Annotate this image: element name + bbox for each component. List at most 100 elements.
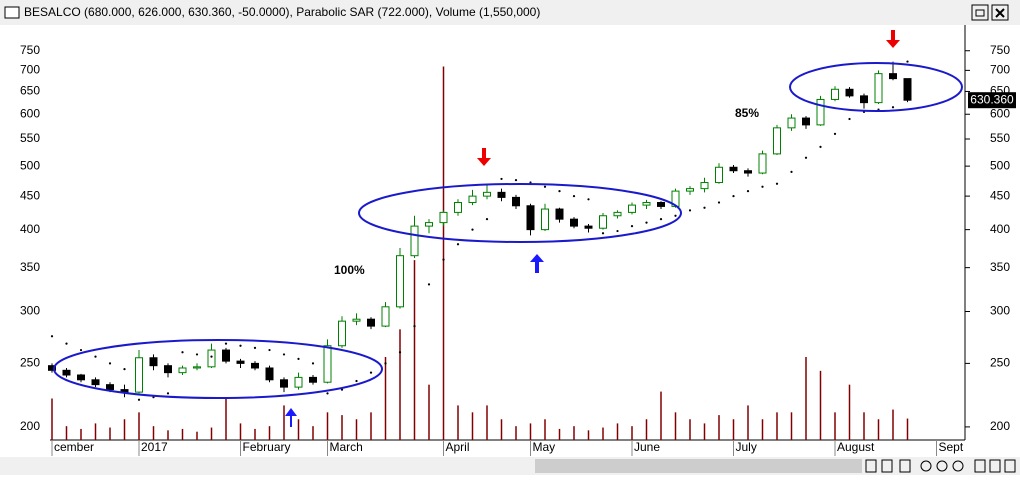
candle-body <box>77 374 85 381</box>
candle-body <box>584 225 593 229</box>
candle-body <box>367 318 375 327</box>
sar-dot <box>732 195 735 198</box>
candle-body <box>91 379 100 386</box>
candle-body <box>164 365 172 374</box>
sar-dot <box>195 353 199 356</box>
sar-dot <box>311 362 315 365</box>
y-tick-label: 350 <box>990 260 1010 274</box>
tool-button[interactable] <box>920 460 932 472</box>
sar-dot <box>906 60 909 63</box>
tool-button[interactable] <box>1004 459 1016 473</box>
sar-dot <box>268 348 271 352</box>
marks: 200 200 250 250 300 300 350 350 400 400 450 450 500 5… <box>20 43 1016 456</box>
last-price-box <box>968 92 1016 109</box>
close-icon <box>995 8 1005 18</box>
y-tick-label: 200 <box>990 419 1010 433</box>
candle-body <box>396 255 404 308</box>
highlight-ellipse <box>358 183 682 243</box>
sar-dot <box>558 190 561 193</box>
candle-body <box>758 153 767 174</box>
y-tick-label: 300 <box>20 304 40 318</box>
candle-body <box>773 127 781 155</box>
annotation: 85% <box>735 106 759 120</box>
sar-dot <box>50 335 54 338</box>
sar-dot <box>790 170 793 173</box>
sar-dot <box>239 344 242 347</box>
candle-body <box>802 117 810 126</box>
tool-button[interactable] <box>936 460 948 472</box>
candle-body <box>193 366 201 369</box>
candle-body <box>48 365 56 371</box>
candle-body <box>62 369 71 376</box>
tool-button[interactable] <box>881 459 893 473</box>
candle-body <box>425 222 433 227</box>
candle-body <box>613 211 622 217</box>
y-tick-label: 400 <box>990 222 1010 236</box>
y-tick-label: 250 <box>990 356 1010 370</box>
tool-button[interactable] <box>974 459 986 473</box>
up-arrow <box>285 408 297 427</box>
sar-dot <box>688 209 692 212</box>
sar-dot <box>761 185 764 188</box>
x-tick-label: Sept <box>939 440 964 454</box>
candle-body <box>410 225 419 257</box>
candle-body <box>657 202 665 207</box>
sar-dot <box>659 218 663 221</box>
sar-dot <box>181 351 184 354</box>
candle-body <box>338 320 346 347</box>
sar-dot <box>804 156 808 159</box>
x-tick-label: May <box>533 440 556 454</box>
y-tick-label: 550 <box>20 131 40 145</box>
y-tick-label: 700 <box>20 63 40 77</box>
candle-body <box>845 88 854 97</box>
candle-body <box>512 196 520 207</box>
candle-body <box>251 362 259 369</box>
restore-button[interactable] <box>971 4 989 21</box>
candle-body <box>628 204 636 213</box>
candle-body <box>570 218 578 227</box>
candle-body <box>323 345 332 383</box>
sar-dot <box>442 258 445 261</box>
candle-body <box>149 357 158 367</box>
candle-body <box>555 208 564 220</box>
sar-dot <box>674 214 677 217</box>
y-tick-label: 400 <box>20 222 40 236</box>
y-tick-label: 700 <box>990 63 1010 77</box>
candle-body <box>729 166 738 172</box>
tool-button[interactable] <box>899 459 911 473</box>
candle-body <box>903 78 912 101</box>
sar-dot <box>413 325 416 328</box>
sar-dot <box>645 221 648 224</box>
tool-button[interactable] <box>989 459 1001 473</box>
scroll-thumb[interactable] <box>535 459 862 473</box>
x-tick-label: April <box>446 440 470 454</box>
candle-body <box>178 367 187 374</box>
sar-dot <box>848 117 851 121</box>
candle-body <box>236 360 245 364</box>
candle-body <box>599 215 607 229</box>
y-tick-label: 250 <box>20 356 40 370</box>
sar-dot <box>355 379 358 383</box>
x-tick-label: July <box>736 440 757 454</box>
candle-body <box>439 211 448 224</box>
sar-dot <box>833 132 837 135</box>
down-arrow <box>886 30 900 48</box>
sar-dot <box>485 218 489 221</box>
sar-dot <box>94 355 97 358</box>
sar-dot <box>630 224 634 228</box>
tool-button[interactable] <box>952 460 964 472</box>
y-tick-label: 650 <box>20 84 40 98</box>
restore-icon <box>975 9 985 17</box>
candle-body <box>497 191 506 198</box>
candle-body <box>889 73 897 80</box>
candle-body <box>816 98 825 126</box>
tool-button[interactable] <box>865 459 877 473</box>
sar-dot <box>514 179 518 182</box>
sar-dot <box>398 351 402 354</box>
candle-body <box>642 202 651 206</box>
candle-body <box>874 73 883 104</box>
y-tick-label: 750 <box>990 43 1010 57</box>
sar-dot <box>703 206 706 209</box>
sar-dot <box>456 243 460 246</box>
